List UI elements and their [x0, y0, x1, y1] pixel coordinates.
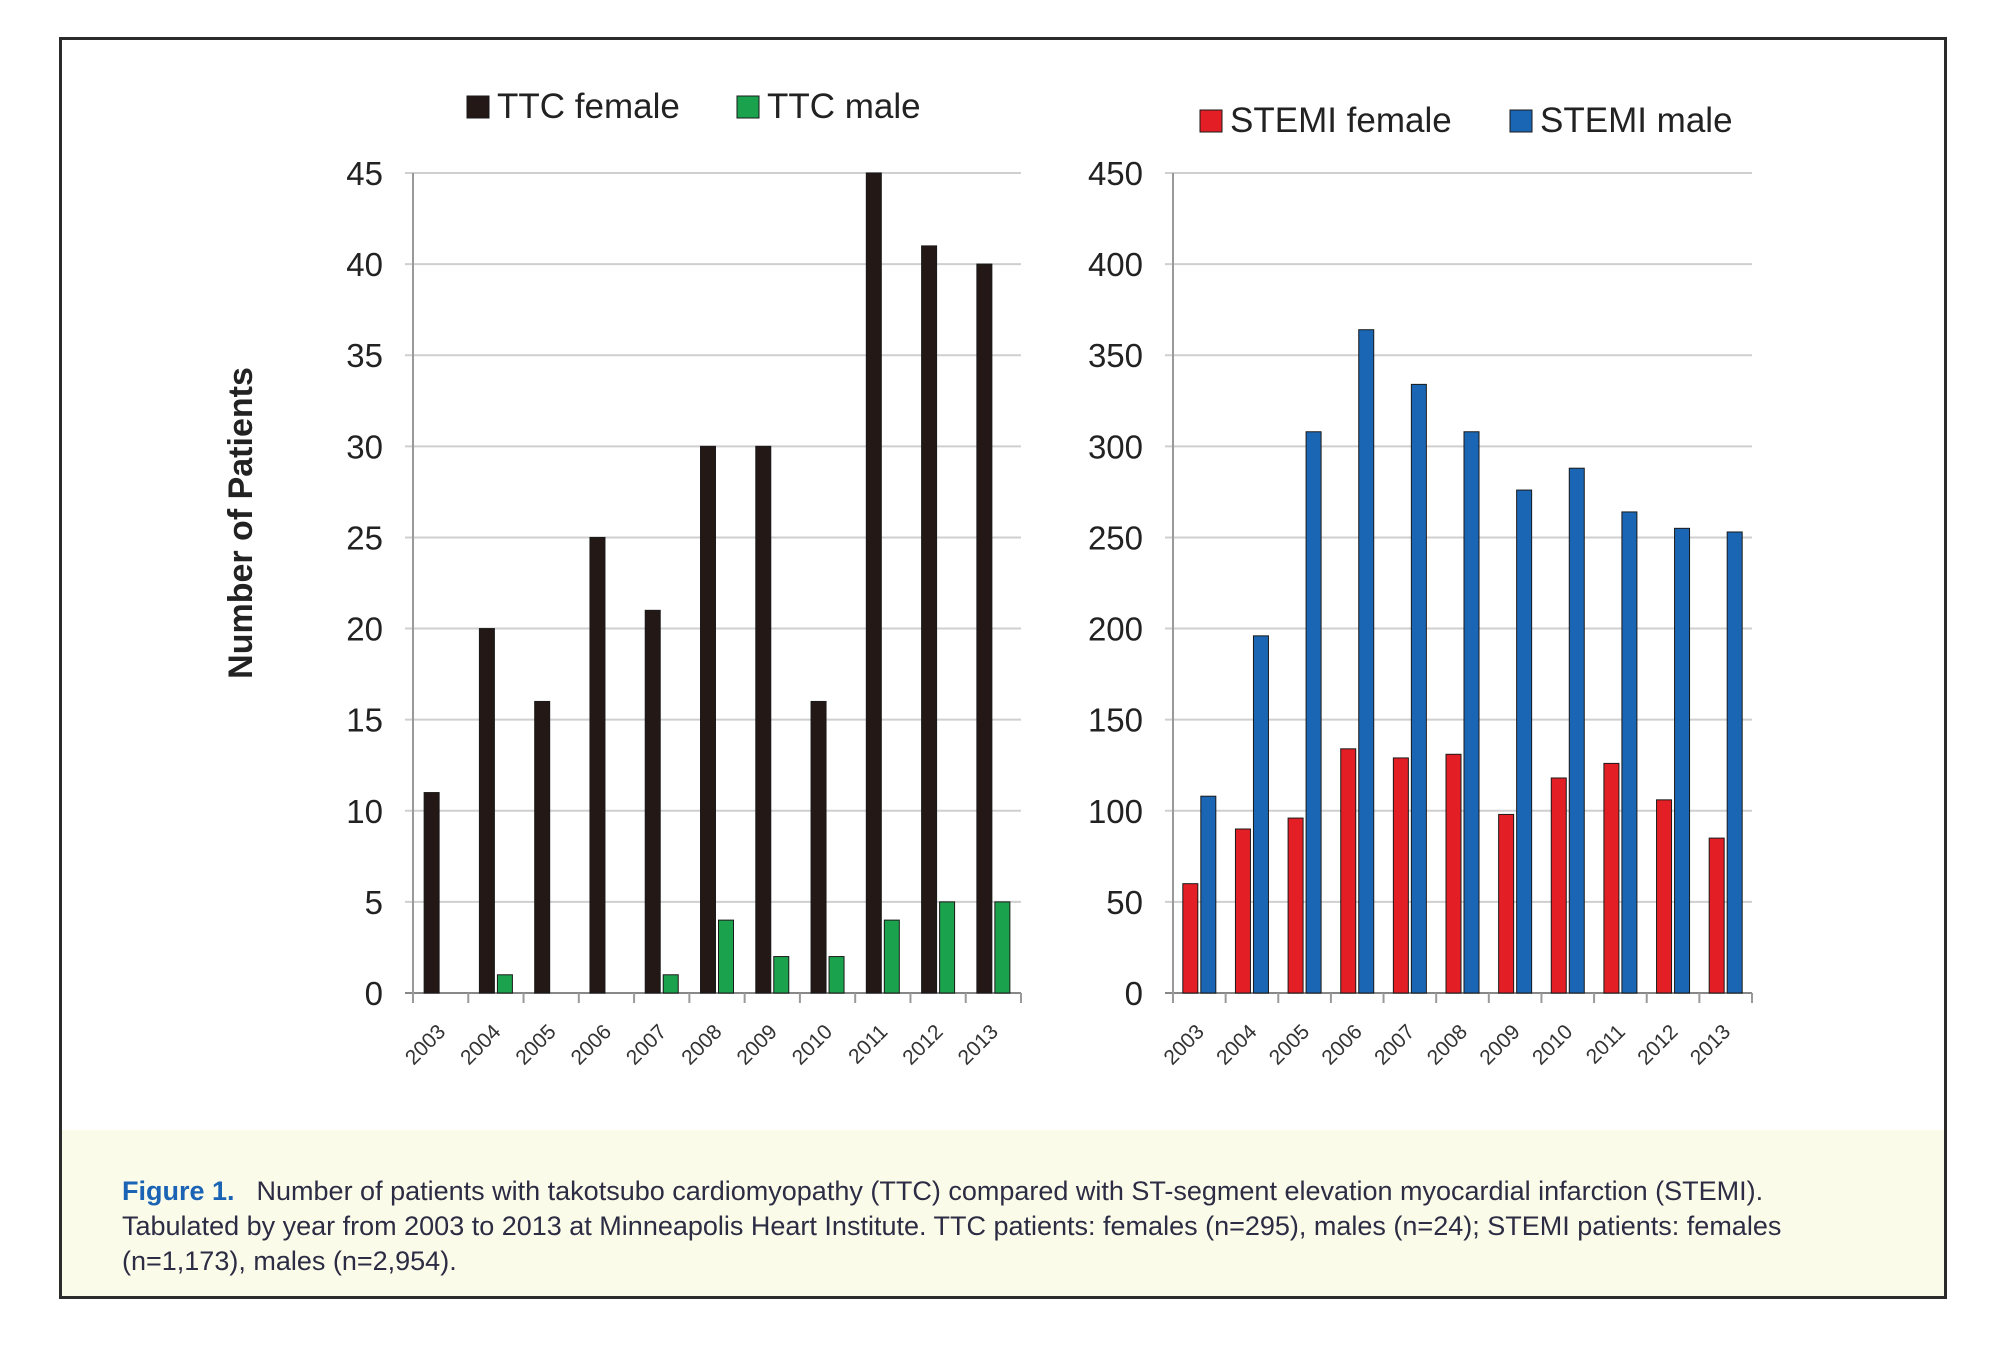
legend-label: STEMI male	[1540, 101, 1733, 140]
bar	[1603, 762, 1620, 994]
y-tick-label: 150	[1088, 702, 1143, 739]
bar	[1568, 467, 1585, 994]
y-tick-label: 5	[365, 884, 383, 921]
bar	[1358, 329, 1375, 994]
figure-frame: 0 5 10 15 20 25 30 35 40 45 2003 2004 2005 2006 2007 20…	[59, 37, 1947, 1299]
y-tick-label: 350	[1088, 337, 1143, 374]
caption-text: Number of patients with takotsubo cardio…	[122, 1176, 1782, 1276]
y-tick-label: 25	[346, 519, 383, 556]
bar	[828, 956, 845, 994]
legend-label: STEMI female	[1230, 101, 1452, 140]
y-tick-label: 200	[1088, 611, 1143, 648]
bar	[976, 263, 993, 994]
bar	[810, 700, 827, 994]
x-tick-label: 2005	[511, 1020, 560, 1069]
y-tick-label: 400	[1088, 246, 1143, 283]
bar	[1392, 757, 1409, 994]
bar	[1445, 753, 1462, 994]
bar	[1182, 883, 1199, 994]
bar	[1516, 489, 1533, 994]
bar	[1674, 527, 1691, 994]
bar	[700, 445, 716, 994]
bar	[773, 956, 790, 994]
x-tick-label: 2010	[788, 1020, 837, 1069]
x-tick-label: 2007	[622, 1020, 671, 1069]
y-tick-label: 100	[1088, 793, 1143, 830]
bar	[1498, 813, 1515, 994]
bar	[1305, 431, 1322, 994]
bar	[921, 245, 938, 994]
legend-label: TTC male	[767, 87, 921, 126]
x-tick-label: 2012	[1633, 1020, 1682, 1069]
bar	[1463, 431, 1480, 994]
bar	[755, 445, 772, 994]
figure-caption: Figure 1. Number of patients with takotsu…	[122, 1174, 1882, 1279]
x-tick-label: 2004	[456, 1020, 506, 1070]
bar	[1200, 795, 1217, 994]
bar	[662, 974, 679, 994]
legend-swatch	[1509, 109, 1533, 133]
bar	[718, 919, 734, 994]
x-tick-label: 2011	[1582, 1020, 1630, 1068]
bar	[589, 536, 606, 994]
bar	[423, 792, 440, 994]
bar	[1550, 777, 1567, 994]
bar	[1726, 531, 1743, 994]
x-tick-label: 2009	[1475, 1020, 1524, 1069]
bar	[1621, 511, 1638, 994]
caption-box: Figure 1. Number of patients with takotsu…	[62, 1130, 1944, 1296]
x-tick-label: 2013	[954, 1020, 1003, 1069]
x-tick-label: 2005	[1265, 1020, 1314, 1069]
y-tick-label: 50	[1106, 884, 1143, 921]
y-tick-label: 0	[1125, 975, 1143, 1012]
bar	[1656, 799, 1673, 994]
y-tick-label: 15	[346, 702, 383, 739]
x-tick-label: 2007	[1370, 1020, 1419, 1069]
x-tick-label: 2008	[677, 1020, 726, 1069]
y-tick-label: 450	[1088, 155, 1143, 192]
x-tick-label: 2008	[1423, 1020, 1472, 1069]
figure-label: Figure 1.	[122, 1176, 235, 1206]
y-tick-label: 0	[365, 975, 383, 1012]
x-tick-label: 2013	[1686, 1020, 1735, 1069]
y-tick-label: 35	[346, 337, 383, 374]
bar	[883, 919, 900, 994]
x-tick-label: 2010	[1528, 1020, 1577, 1069]
x-tick-label: 2003	[401, 1020, 450, 1069]
bar	[1234, 828, 1251, 994]
x-tick-label: 2012	[898, 1020, 947, 1069]
x-tick-label: 2006	[1317, 1020, 1366, 1069]
y-tick-label: 40	[346, 246, 383, 283]
bar	[644, 609, 661, 994]
x-tick-label: 2009	[733, 1020, 782, 1069]
y-axis-label: Number of Patients	[222, 367, 260, 679]
bar	[939, 901, 956, 994]
legend-swatch	[1199, 109, 1223, 133]
x-tick-label: 2006	[567, 1020, 616, 1069]
legend-label: TTC female	[497, 87, 680, 126]
bar	[1287, 817, 1304, 994]
bar	[1708, 837, 1725, 994]
y-tick-label: 30	[346, 428, 383, 465]
x-tick-label: 2004	[1212, 1020, 1262, 1070]
bar	[478, 628, 495, 994]
bar	[1410, 383, 1427, 994]
y-tick-label: 45	[346, 155, 383, 192]
legend-swatch	[466, 95, 490, 119]
bar	[865, 172, 882, 994]
y-tick-label: 250	[1088, 519, 1143, 556]
legend-swatch	[736, 95, 760, 119]
x-tick-label: 2011	[844, 1020, 892, 1068]
y-tick-label: 10	[346, 793, 383, 830]
bar	[1252, 635, 1269, 994]
bar	[534, 700, 551, 994]
x-tick-label: 2003	[1160, 1020, 1209, 1069]
y-tick-label: 20	[346, 611, 383, 648]
bar	[1340, 748, 1357, 994]
y-tick-label: 300	[1088, 428, 1143, 465]
bar	[496, 974, 513, 994]
bar	[994, 901, 1011, 994]
